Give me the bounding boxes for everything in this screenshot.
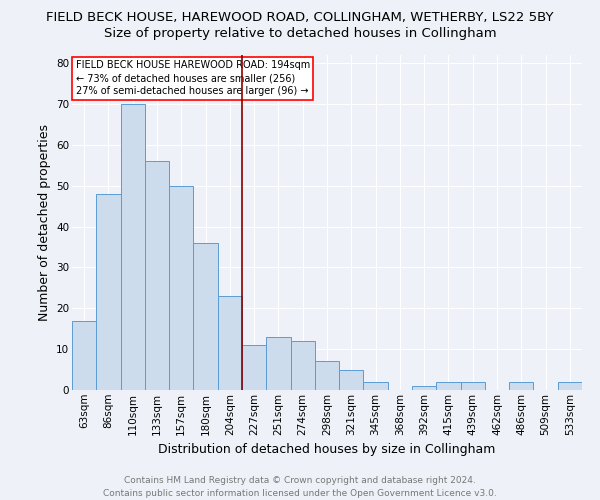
Bar [242,345,266,390]
Bar [461,382,485,390]
Text: FIELD BECK HOUSE HAREWOOD ROAD: 194sqm
← 73% of detached houses are smaller (256: FIELD BECK HOUSE HAREWOOD ROAD: 194sqm ←… [76,60,310,96]
Y-axis label: Number of detached properties: Number of detached properties [38,124,50,321]
X-axis label: Distribution of detached houses by size in Collingham: Distribution of detached houses by size … [158,443,496,456]
Bar [72,320,96,390]
Bar [558,382,582,390]
Bar [315,362,339,390]
Bar [218,296,242,390]
Bar [121,104,145,390]
Bar [169,186,193,390]
Bar [290,341,315,390]
Bar [339,370,364,390]
Text: Size of property relative to detached houses in Collingham: Size of property relative to detached ho… [104,28,496,40]
Bar [96,194,121,390]
Text: FIELD BECK HOUSE, HAREWOOD ROAD, COLLINGHAM, WETHERBY, LS22 5BY: FIELD BECK HOUSE, HAREWOOD ROAD, COLLING… [46,11,554,24]
Bar [193,243,218,390]
Text: Contains HM Land Registry data © Crown copyright and database right 2024.
Contai: Contains HM Land Registry data © Crown c… [103,476,497,498]
Bar [436,382,461,390]
Bar [266,337,290,390]
Bar [364,382,388,390]
Bar [145,161,169,390]
Bar [509,382,533,390]
Bar [412,386,436,390]
